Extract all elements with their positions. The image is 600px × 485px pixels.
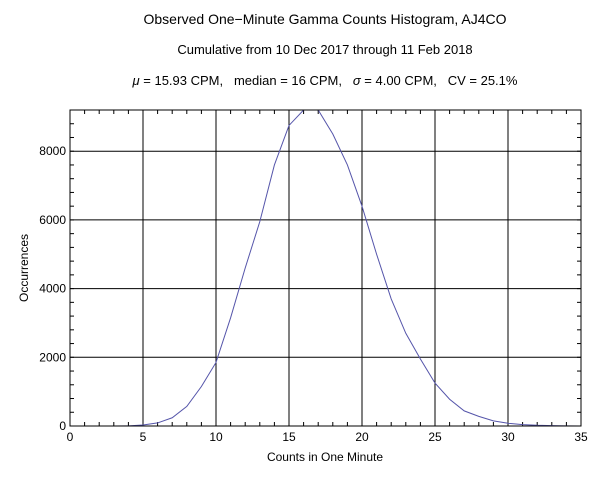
x-tick-label: 0 <box>67 430 74 444</box>
plot-frame <box>69 109 582 427</box>
series-layer <box>70 109 582 427</box>
x-tick-label: 35 <box>574 430 588 444</box>
tick-labels: 0 5 10 15 20 25 30 35 0 2000 4000 6000 8000 <box>39 144 588 444</box>
y-tick-label: 8000 <box>39 144 66 158</box>
x-tick-label: 20 <box>355 430 369 444</box>
chart-stats: μ = 15.93 CPM, median = 16 CPM, σ = 4.00… <box>132 73 518 88</box>
y-tick-label: 6000 <box>39 213 66 227</box>
x-tick-label: 15 <box>282 430 296 444</box>
x-tick-label: 5 <box>140 430 147 444</box>
x-tick-label: 25 <box>428 430 442 444</box>
y-tick-label: 0 <box>59 419 66 433</box>
series-line <box>70 109 582 427</box>
sigma-cv-text: = 4.00 CPM, CV = 25.1% <box>361 73 518 88</box>
grid <box>69 110 582 427</box>
y-tick-label: 4000 <box>39 282 66 296</box>
chart-title: Observed One−Minute Gamma Counts Histogr… <box>144 11 507 27</box>
mean-median-text: = 15.93 CPM, median = 16 CPM, <box>140 73 353 88</box>
minor-ticks <box>69 109 582 427</box>
x-axis-label: Counts in One Minute <box>267 450 383 464</box>
sigma-symbol: σ <box>353 73 362 88</box>
x-tick-label: 30 <box>501 430 515 444</box>
chart-subtitle: Cumulative from 10 Dec 2017 through 11 F… <box>177 42 472 57</box>
y-axis-label: Occurrences <box>17 234 31 302</box>
y-tick-label: 2000 <box>39 350 66 364</box>
x-tick-label: 10 <box>209 430 223 444</box>
mean-symbol: μ <box>132 73 140 88</box>
